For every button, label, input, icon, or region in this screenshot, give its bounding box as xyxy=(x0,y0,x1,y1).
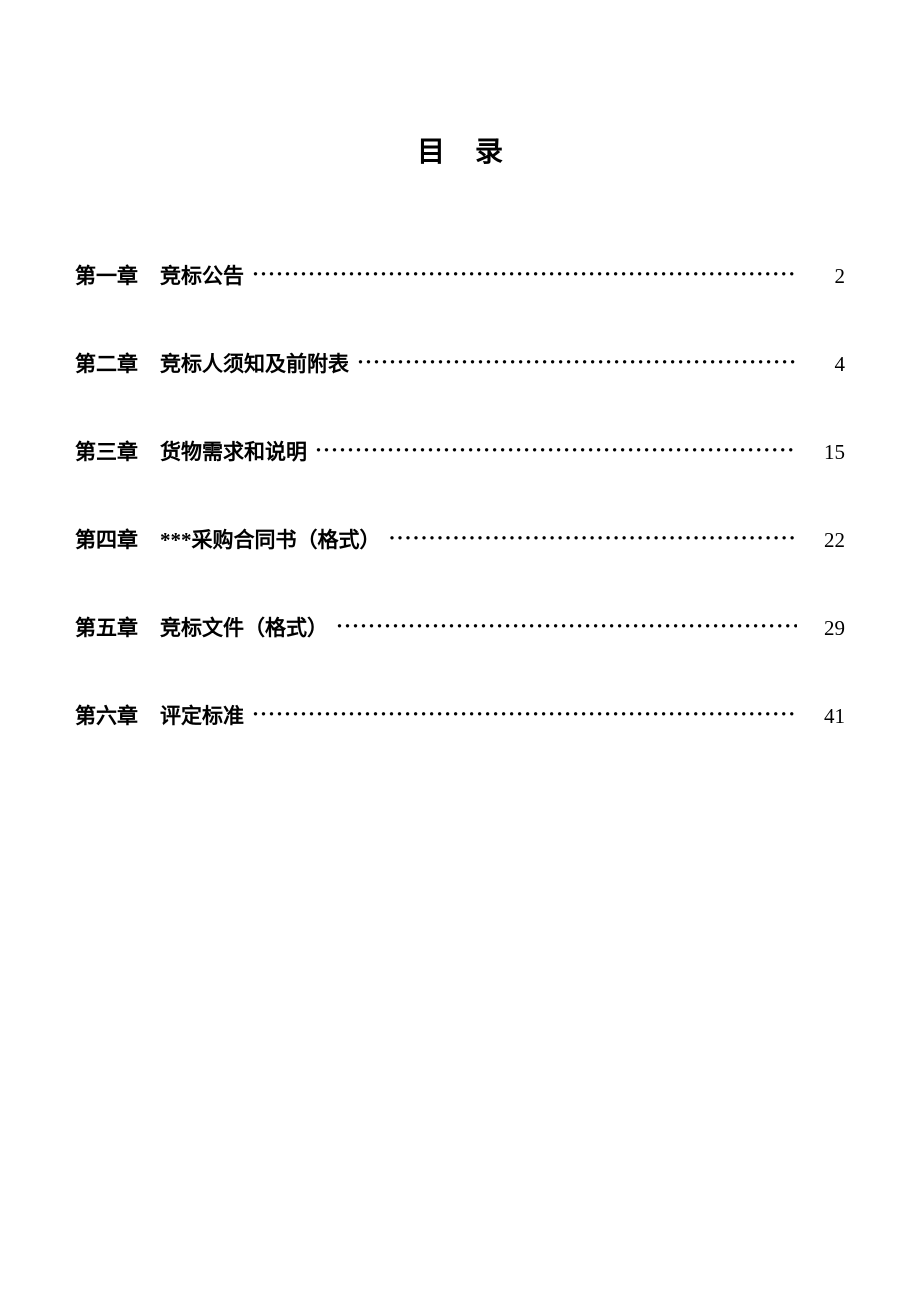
toc-title: 目录 xyxy=(75,130,845,170)
page-number: 15 xyxy=(805,440,845,465)
dot-leader: ········································… xyxy=(389,526,798,551)
chapter-title: 竞标文件（格式） xyxy=(160,612,328,642)
chapter-title: ***采购合同书（格式） xyxy=(160,524,381,554)
page-number: 41 xyxy=(805,704,845,729)
chapter-label: 第二章 xyxy=(75,348,138,378)
toc-entry: 第四章 ***采购合同书（格式） ·······················… xyxy=(75,524,845,554)
chapter-title: 评定标准 xyxy=(160,700,244,730)
chapter-label: 第五章 xyxy=(75,612,138,642)
toc-entry: 第二章 竞标人须知及前附表 ··························… xyxy=(75,348,845,378)
chapter-label: 第六章 xyxy=(75,700,138,730)
chapter-title: 竞标公告 xyxy=(160,260,244,290)
toc-entry: 第三章 货物需求和说明 ····························… xyxy=(75,436,845,466)
chapter-title: 货物需求和说明 xyxy=(160,436,307,466)
dot-leader: ········································… xyxy=(252,262,797,287)
toc-entry: 第五章 竞标文件（格式） ···························… xyxy=(75,612,845,642)
dot-leader: ········································… xyxy=(357,350,797,375)
chapter-label: 第三章 xyxy=(75,436,138,466)
page-number: 29 xyxy=(805,616,845,641)
page-number: 22 xyxy=(805,528,845,553)
document-page: 目录 第一章 竞标公告 ····························… xyxy=(0,0,920,730)
dot-leader: ········································… xyxy=(252,702,797,727)
toc-entry: 第六章 评定标准 ·······························… xyxy=(75,700,845,730)
chapter-label: 第一章 xyxy=(75,260,138,290)
page-number: 2 xyxy=(805,264,845,289)
page-number: 4 xyxy=(805,352,845,377)
dot-leader: ········································… xyxy=(336,614,797,639)
dot-leader: ········································… xyxy=(315,438,797,463)
toc-list: 第一章 竞标公告 ·······························… xyxy=(75,260,845,730)
chapter-title: 竞标人须知及前附表 xyxy=(160,348,349,378)
chapter-label: 第四章 xyxy=(75,524,138,554)
toc-entry: 第一章 竞标公告 ·······························… xyxy=(75,260,845,290)
